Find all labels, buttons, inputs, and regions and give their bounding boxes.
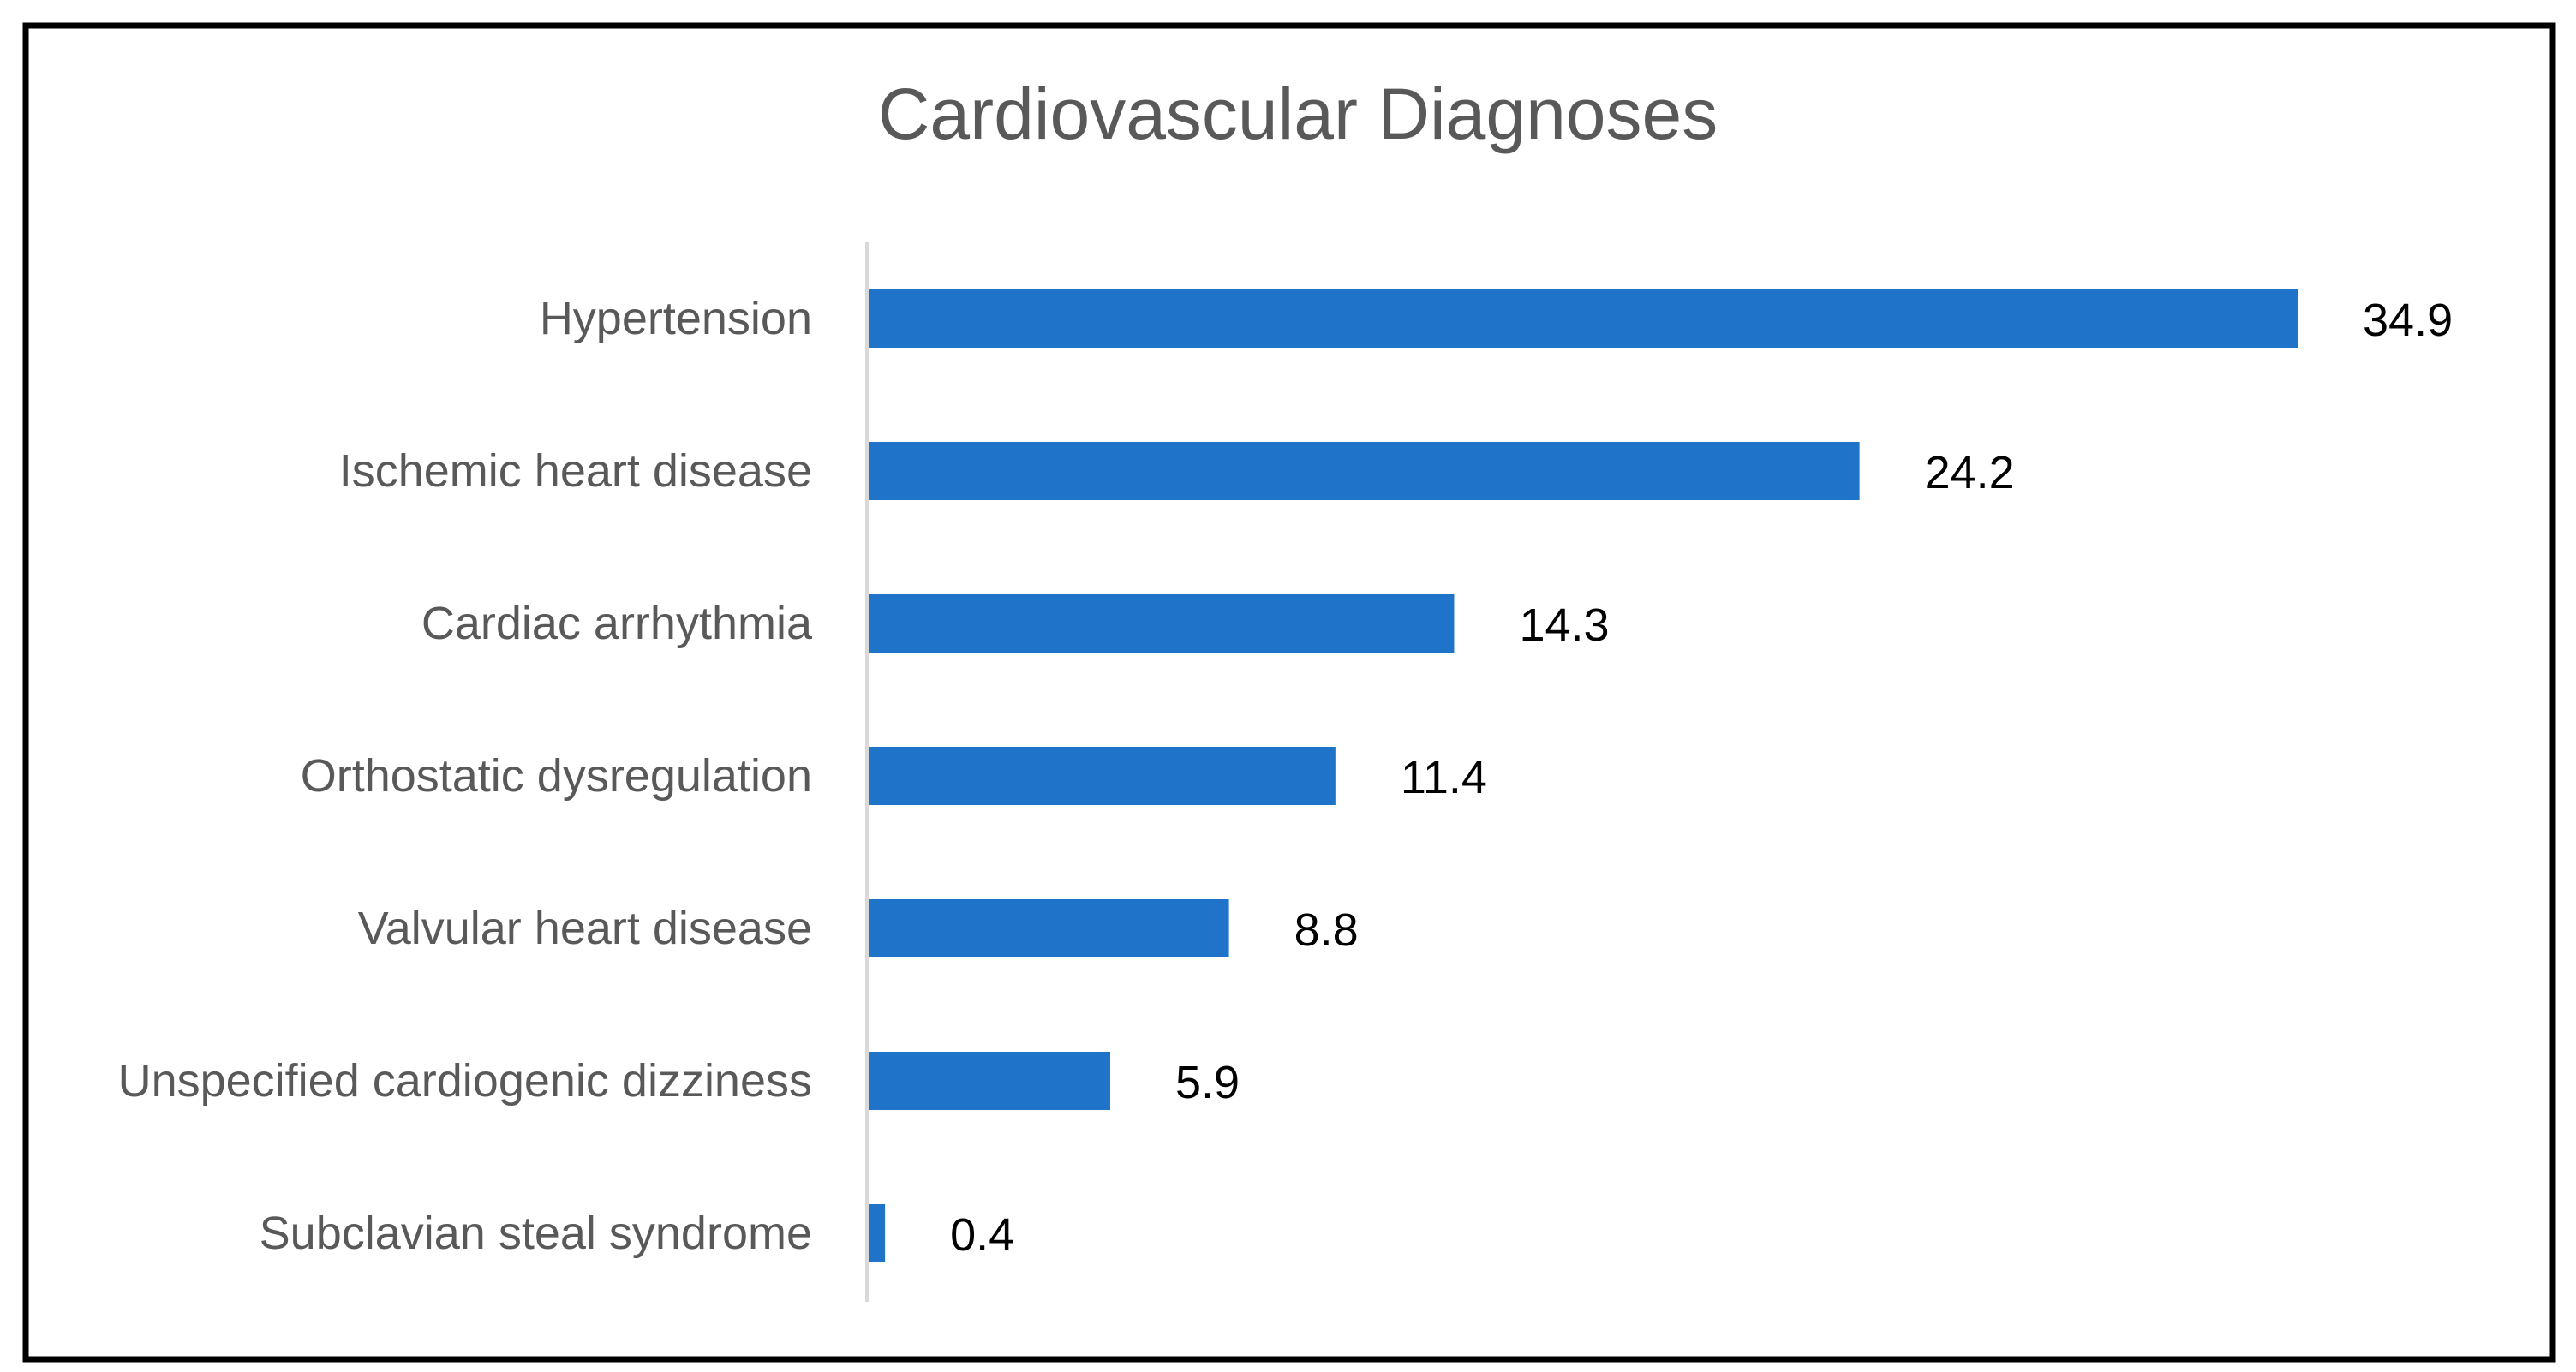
bars-layer bbox=[869, 289, 2298, 1262]
value-label-subclavian-steal-syndrome: 0.4 bbox=[950, 1209, 1014, 1261]
category-label-unspecified-cardiogenic-dizziness: Unspecified cardiogenic dizziness bbox=[118, 1055, 812, 1107]
value-label-cardiac-arrhythmia: 14.3 bbox=[1519, 600, 1609, 651]
bar-unspecified-cardiogenic-dizziness bbox=[869, 1052, 1110, 1110]
value-label-ischemic-heart-disease: 24.2 bbox=[1925, 447, 2015, 498]
bar-hypertension bbox=[869, 289, 2298, 348]
category-label-valvular-heart-disease: Valvular heart disease bbox=[358, 903, 812, 954]
category-label-subclavian-steal-syndrome: Subclavian steal syndrome bbox=[260, 1208, 812, 1259]
bar-valvular-heart-disease bbox=[869, 899, 1229, 957]
value-label-unspecified-cardiogenic-dizziness: 5.9 bbox=[1175, 1057, 1240, 1108]
category-label-cardiac-arrhythmia: Cardiac arrhythmia bbox=[421, 598, 813, 649]
value-label-orthostatic-dysregulation: 11.4 bbox=[1401, 752, 1487, 803]
chart-title: Cardiovascular Diagnoses bbox=[878, 74, 1718, 154]
category-label-ischemic-heart-disease: Ischemic heart disease bbox=[339, 445, 812, 497]
bar-subclavian-steal-syndrome bbox=[869, 1204, 886, 1262]
value-label-valvular-heart-disease: 8.8 bbox=[1294, 904, 1359, 956]
value-labels: 34.9 24.2 14.3 11.4 8.8 5.9 0.4 bbox=[950, 295, 2453, 1261]
value-label-hypertension: 34.9 bbox=[2363, 295, 2453, 346]
bar-orthostatic-dysregulation bbox=[869, 747, 1336, 805]
category-label-orthostatic-dysregulation: Orthostatic dysregulation bbox=[301, 750, 812, 802]
category-label-hypertension: Hypertension bbox=[540, 293, 812, 344]
bar-ischemic-heart-disease bbox=[869, 442, 1860, 500]
bar-cardiac-arrhythmia bbox=[869, 594, 1455, 653]
chart-frame bbox=[22, 22, 2556, 1363]
category-labels: Hypertension Ischemic heart disease Cardia… bbox=[118, 293, 813, 1259]
